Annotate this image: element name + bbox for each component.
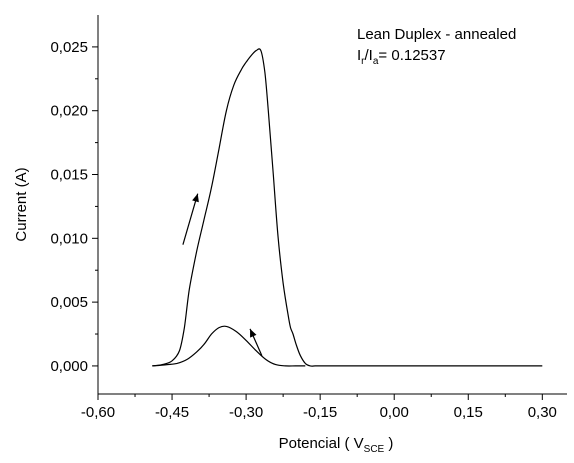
x-tick-label: -0,30 xyxy=(229,404,263,421)
annotation-ratio: Ir/Ia= 0.12537 xyxy=(357,47,446,67)
annotation-title: Lean Duplex - annealed xyxy=(357,26,516,43)
x-tick-label: -0,45 xyxy=(155,404,189,421)
y-tick-label: 0,010 xyxy=(50,230,88,247)
series-layer xyxy=(152,48,543,367)
arrow-head-1 xyxy=(250,328,257,338)
ratio-i-r: I xyxy=(357,47,361,64)
y-axis-ticks: 0,000 0,005 0,010 0,015 0,020 0,025 xyxy=(50,39,98,375)
ratio-value: = 0.12537 xyxy=(378,47,445,64)
x-axis-title-sub: SCE xyxy=(364,444,385,455)
x-axis-title: Potencial ( VSCE ) xyxy=(279,435,394,455)
ratio-sub-r: r xyxy=(361,56,365,67)
ratio-i-a: /I xyxy=(365,47,373,64)
x-tick-label: -0,60 xyxy=(81,404,115,421)
x-axis-title-main: Potencial ( V xyxy=(279,435,364,452)
y-tick-label: 0,000 xyxy=(50,358,88,375)
x-tick-label: 0,15 xyxy=(454,404,483,421)
y-tick-label: 0,005 xyxy=(50,294,88,311)
direction-arrow-0 xyxy=(182,193,199,245)
plot-frame xyxy=(97,15,567,395)
y-tick-label: 0,025 xyxy=(50,39,88,56)
series-line-0 xyxy=(152,48,543,367)
y-tick-label: 0,015 xyxy=(50,167,88,184)
x-tick-label: -0,15 xyxy=(303,404,337,421)
y-tick-label: 0,020 xyxy=(50,103,88,120)
series-line-1 xyxy=(152,325,306,367)
x-tick-label: 0,00 xyxy=(380,404,409,421)
arrow-head-0 xyxy=(192,193,199,203)
x-tick-label: 0,30 xyxy=(528,404,557,421)
y-axis-title: Current (A) xyxy=(13,167,30,241)
x-axis-title-end: ) xyxy=(384,435,393,452)
arrow-layer xyxy=(182,193,263,356)
ratio-sub-a: a xyxy=(373,56,379,67)
x-axis-ticks: -0,60 -0,45 -0,30 -0,15 0,00 0,15 0,30 xyxy=(81,394,557,421)
